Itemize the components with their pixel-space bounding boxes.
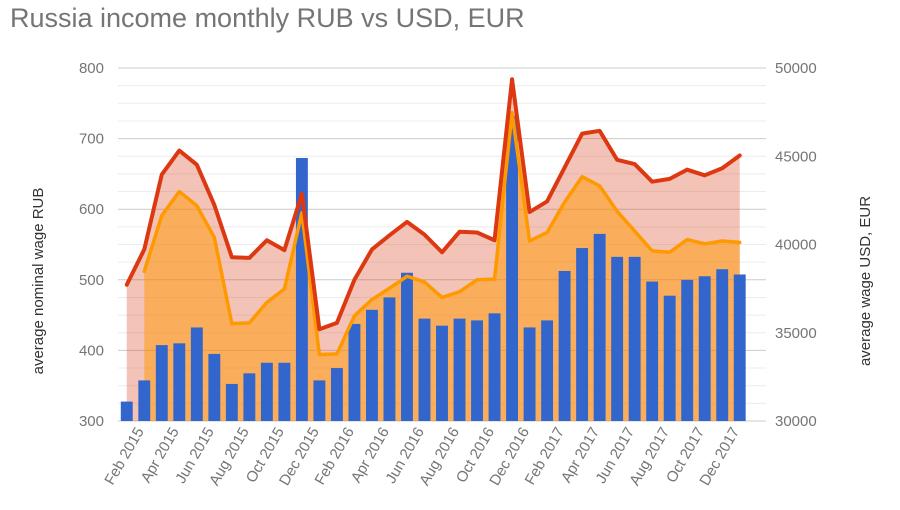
y-right-tick-label: 40000	[775, 237, 817, 254]
y-left-tick-label: 300	[79, 413, 104, 430]
bar	[225, 383, 238, 421]
lines	[124, 77, 742, 357]
y-left-tick-label: 600	[79, 201, 104, 218]
bar	[243, 373, 256, 421]
bar	[330, 368, 343, 421]
bar	[348, 323, 361, 421]
bar	[208, 353, 221, 421]
y-left-tick-label: 500	[79, 272, 104, 289]
bar	[278, 362, 291, 421]
y-right-tick-label: 45000	[775, 148, 817, 165]
bar	[436, 325, 448, 421]
bar	[628, 256, 641, 421]
bar	[365, 309, 378, 421]
orange-area-fill	[144, 112, 740, 421]
y-right-tick-label: 30000	[775, 413, 817, 430]
bar	[646, 281, 659, 421]
bar	[383, 297, 396, 421]
bar	[418, 318, 431, 421]
y-right-axis-title: average wage USD, EUR	[857, 196, 874, 366]
bar	[190, 327, 203, 421]
bar	[611, 256, 624, 421]
bar	[733, 274, 746, 421]
orange-area	[144, 112, 740, 421]
bar	[541, 320, 554, 421]
red-series-line	[124, 77, 742, 332]
bar	[401, 272, 413, 421]
y-left-axis-title: average nominal wage RUB	[30, 188, 47, 375]
orange-series-line	[142, 110, 742, 357]
y-left-tick-label: 700	[79, 131, 104, 148]
bar	[506, 115, 519, 421]
bar	[295, 158, 308, 421]
bar	[558, 270, 571, 421]
bar	[716, 269, 729, 421]
bar	[155, 345, 168, 421]
bar	[453, 318, 466, 421]
bar	[120, 401, 133, 421]
bar	[313, 380, 326, 421]
bar	[576, 248, 589, 421]
bar	[488, 313, 501, 421]
bar	[663, 295, 676, 421]
bar	[593, 233, 606, 421]
bar	[681, 279, 694, 421]
bar	[523, 327, 536, 421]
chart-title: Russia income monthly RUB vs USD, EUR	[10, 3, 525, 33]
y-right-tick-label: 50000	[775, 60, 817, 77]
bars	[120, 115, 746, 421]
y-right-tick-label: 35000	[775, 325, 817, 342]
bar	[138, 380, 151, 421]
bar	[173, 343, 186, 421]
y-left-tick-label: 400	[79, 342, 104, 359]
bar	[471, 320, 483, 421]
bar	[260, 362, 273, 421]
y-left-tick-label: 800	[79, 60, 104, 77]
bar	[698, 276, 711, 421]
